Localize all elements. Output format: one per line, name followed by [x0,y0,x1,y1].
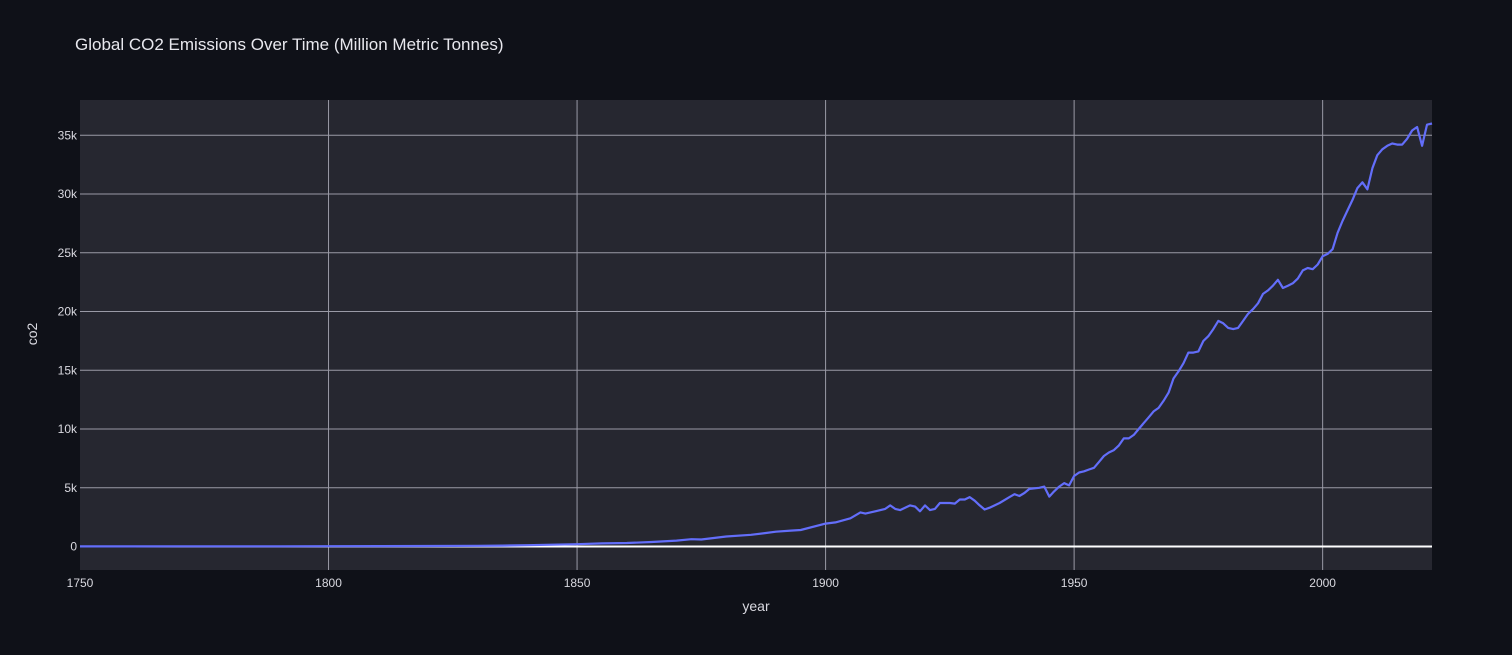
tick-labels: 1750 1800 1850 1900 1950 2000 0 5k 10k 15k 20k 25k 3… [58,128,1337,590]
grid-lines [80,100,1432,570]
y-tick-label: 10k [58,422,78,436]
x-tick-label: 1800 [315,576,342,590]
x-tick-label: 1850 [564,576,591,590]
y-tick-label: 30k [58,187,78,201]
chart-title: Global CO2 Emissions Over Time (Million … [75,35,504,54]
series-line-co2 [80,122,1433,548]
x-axis-title: year [742,598,770,614]
y-tick-label: 20k [58,305,78,319]
x-tick-label: 1950 [1061,576,1088,590]
y-tick-label: 15k [58,363,78,377]
y-tick-label: 5k [64,481,78,495]
plot-area [80,100,1432,570]
x-tick-label: 1900 [812,576,839,590]
x-tick-label: 2000 [1309,576,1336,590]
y-tick-label: 35k [58,128,78,142]
y-tick-label: 25k [58,246,78,260]
x-tick-label: 1750 [67,576,94,590]
y-axis-title: co2 [24,323,40,346]
y-tick-label: 0 [70,540,77,554]
